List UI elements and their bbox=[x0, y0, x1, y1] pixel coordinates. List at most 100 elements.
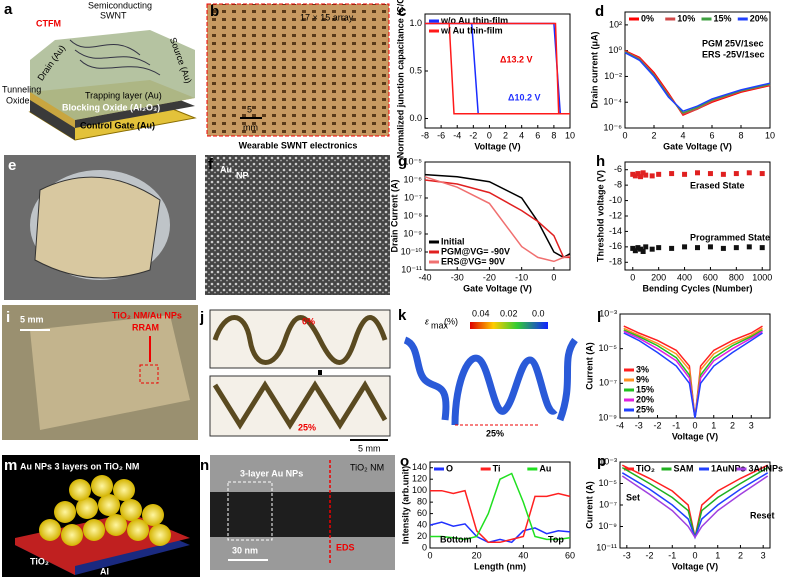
x-tick-label: 40 bbox=[518, 550, 528, 560]
x-tick-label: -4 bbox=[453, 130, 461, 140]
legend-label: 25% bbox=[636, 404, 654, 414]
panel-label: i bbox=[6, 309, 10, 326]
y-tick-label: 60 bbox=[417, 508, 427, 518]
x-tick-label: 200 bbox=[651, 272, 666, 282]
annotation: Δ10.2 V bbox=[508, 92, 541, 102]
label: 0.04 bbox=[472, 308, 490, 318]
y-tick-label: 80 bbox=[417, 497, 427, 507]
legend-label: 1AuNPs bbox=[711, 463, 746, 473]
x-axis-label: Gate Voltage (V) bbox=[463, 283, 532, 293]
point bbox=[630, 171, 636, 177]
y-tick-label: 120 bbox=[412, 474, 427, 484]
label: 17 × 15 array bbox=[300, 12, 354, 22]
x-tick-label: 3 bbox=[761, 550, 766, 560]
label: Al bbox=[100, 566, 109, 576]
label: mm bbox=[243, 122, 258, 132]
label: 5 bbox=[247, 104, 252, 114]
panel-label: j bbox=[199, 309, 204, 326]
y-tick-label: -12 bbox=[609, 210, 622, 220]
series-line bbox=[624, 51, 771, 114]
y-tick-label: 10⁻⁹ bbox=[403, 228, 422, 238]
x-tick-label: 6 bbox=[535, 130, 540, 140]
panel-label: l bbox=[597, 309, 601, 326]
x-tick-label: -2 bbox=[653, 420, 661, 430]
x-tick-label: -6 bbox=[437, 130, 445, 140]
x-tick-label: 4 bbox=[519, 130, 524, 140]
point bbox=[733, 245, 739, 251]
y-tick-label: 140 bbox=[412, 462, 427, 472]
y-tick-label: 10⁻⁷ bbox=[404, 192, 422, 202]
y-tick-label: -14 bbox=[609, 226, 622, 236]
legend-label: Ti bbox=[493, 463, 501, 473]
y-tick-label: -16 bbox=[609, 241, 622, 251]
panel-m: m Au NPs 3 layers on TiO₂ NM TiO₂ Al bbox=[2, 455, 200, 577]
legend-label: ERS@VG= 90V bbox=[441, 256, 505, 266]
y-tick-label: 0.0 bbox=[409, 113, 422, 123]
label: max bbox=[431, 320, 449, 330]
x-tick-label: 4 bbox=[680, 130, 685, 140]
annotation: Erased State bbox=[690, 180, 745, 190]
label: 5 mm bbox=[20, 314, 44, 324]
x-tick-label: 10 bbox=[765, 130, 775, 140]
y-tick-label: -10 bbox=[609, 195, 622, 205]
x-tick-label: 6 bbox=[709, 130, 714, 140]
caption: Wearable SWNT electronics bbox=[239, 140, 358, 150]
y-tick-label: -6 bbox=[614, 164, 622, 174]
legend-label: w/ Au thin-film bbox=[440, 25, 503, 35]
x-tick-label: 2 bbox=[730, 420, 735, 430]
annotation: ERS -25V/1sec bbox=[702, 49, 765, 59]
x-axis-label: Length (nm) bbox=[474, 561, 526, 571]
series-line bbox=[621, 464, 769, 538]
series-line bbox=[424, 173, 571, 259]
y-tick-label: 10⁰ bbox=[608, 45, 622, 55]
label: Oxide bbox=[6, 95, 30, 105]
panel-label: b bbox=[210, 3, 219, 20]
legend-label: w/o Au thin-film bbox=[440, 15, 508, 25]
label: Trapping layer (Au) bbox=[85, 90, 162, 100]
series-line bbox=[424, 176, 571, 263]
panel-label: p bbox=[597, 453, 606, 470]
legend-label: TiO₂ bbox=[636, 463, 655, 473]
legend-label: 3% bbox=[636, 364, 649, 374]
label: CTFM bbox=[36, 18, 61, 28]
y-tick-label: 10⁻⁹ bbox=[598, 412, 617, 422]
x-tick-label: -2 bbox=[646, 550, 654, 560]
y-axis-label: Drain Current (A) bbox=[389, 179, 399, 252]
label: 5 mm bbox=[358, 443, 381, 453]
label: Semiconducting bbox=[88, 0, 152, 10]
label: EDS bbox=[336, 542, 355, 552]
point bbox=[638, 174, 644, 180]
y-tick-label: 10⁻³ bbox=[599, 308, 617, 318]
series-line bbox=[430, 472, 571, 541]
y-axis-label: Threshold voltage (V) bbox=[595, 170, 605, 262]
point bbox=[720, 171, 726, 177]
x-tick-label: 0 bbox=[630, 272, 635, 282]
x-tick-label: 1 bbox=[711, 420, 716, 430]
x-tick-label: 8 bbox=[738, 130, 743, 140]
x-axis-label: Voltage (V) bbox=[474, 141, 520, 151]
x-tick-label: 0 bbox=[692, 550, 697, 560]
x-tick-label: -20 bbox=[483, 272, 496, 282]
point bbox=[707, 171, 713, 177]
y-tick-label: 10⁻⁵ bbox=[599, 478, 618, 488]
label: TiO₂ bbox=[30, 556, 49, 566]
x-tick-label: 1 bbox=[715, 550, 720, 560]
series-line bbox=[424, 179, 570, 259]
panel-label: m bbox=[4, 457, 17, 474]
label: NP bbox=[236, 170, 249, 180]
panel-label: f bbox=[208, 156, 214, 173]
y-tick-label: 0.5 bbox=[409, 65, 422, 75]
series-line bbox=[621, 472, 769, 540]
series-line bbox=[624, 52, 771, 113]
y-tick-label: 100 bbox=[412, 485, 427, 495]
y-axis-label: Normalized junction capacitance (C/Cox) bbox=[395, 0, 405, 158]
x-tick-label: -1 bbox=[672, 420, 680, 430]
label: Tunneling bbox=[2, 84, 41, 94]
legend-label: 10% bbox=[677, 13, 695, 23]
legend-label: Au bbox=[539, 463, 551, 473]
label: 3-layer Au NPs bbox=[240, 468, 303, 478]
y-tick-label: 10⁻¹¹ bbox=[596, 542, 617, 552]
y-tick-label: 10⁻² bbox=[604, 71, 622, 81]
label: Au bbox=[220, 164, 232, 174]
